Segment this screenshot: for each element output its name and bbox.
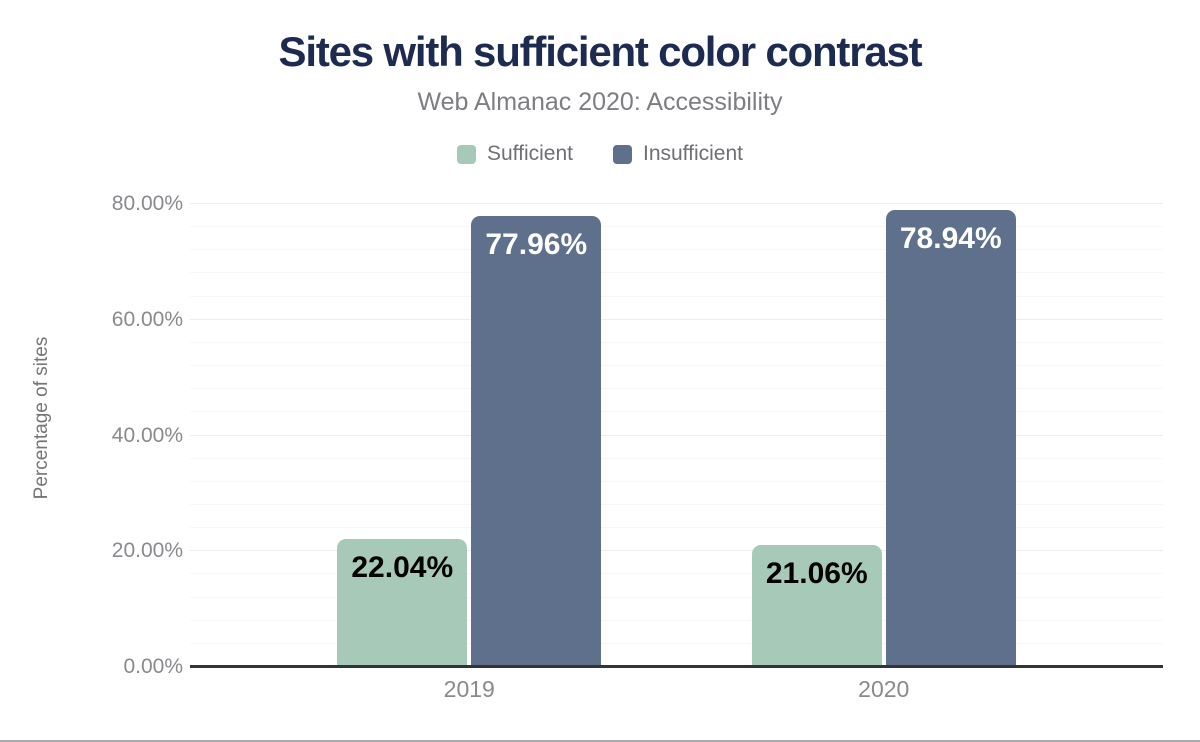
minor-gridline [190,642,1163,644]
plot-area: 22.04% 77.96% 21.06% 78.94% [190,203,1163,668]
minor-gridline [190,341,1163,343]
major-gridline [190,434,1163,436]
major-gridline [190,203,1163,204]
x-tick-label: 2020 [858,676,910,702]
y-tick-label: 80.00% [111,192,183,215]
chart-title: Sites with sufficient color contrast [278,28,923,75]
bar-group-2019: 22.04% 77.96% [262,204,677,667]
legend-swatch-insufficient [612,144,632,164]
bar-value-label: 22.04% [351,551,454,585]
major-gridline [190,318,1163,320]
y-tick-label: 20.00% [111,539,183,563]
bars-band: 22.04% 77.96% 21.06% 78.94% [262,204,1091,667]
legend-label-sufficient: Sufficient [486,142,573,165]
bar-sufficient-2020[interactable]: 21.06% [751,545,882,667]
y-tick-label: 40.00% [111,423,183,447]
chart-subtitle: Web Almanac 2020: Accessibility [417,88,783,116]
minor-gridline [190,573,1163,575]
legend-label-insufficient: Insufficient [642,142,743,165]
minor-gridline [190,249,1163,251]
minor-gridline [190,388,1163,390]
x-axis-labels: 2019 2020 [262,676,1091,703]
bar-value-label: 77.96% [485,227,588,261]
y-tick-label: 0.00% [123,655,183,678]
minor-gridline [190,226,1163,228]
y-axis-ticks: 0.00% 20.00% 40.00% 60.00% 80.00% [0,192,183,678]
minor-gridline [190,596,1163,598]
y-tick-label: 60.00% [111,307,183,331]
minor-gridline [190,480,1163,482]
legend: Sufficient Insufficient [0,142,1200,166]
bar-value-label: 78.94% [899,222,1002,256]
minor-gridline [190,411,1163,413]
bar-sufficient-2019[interactable]: 22.04% [337,539,468,667]
legend-swatch-sufficient [456,144,476,164]
legend-item-sufficient: Sufficient [456,142,573,166]
minor-gridline [190,365,1163,367]
bar-insufficient-2020[interactable]: 78.94% [885,210,1016,667]
minor-gridline [190,272,1163,274]
minor-gridline [190,295,1163,297]
x-tick-label: 2019 [443,676,495,702]
x-axis-line [190,665,1163,668]
minor-gridline [190,457,1163,459]
minor-gridline [190,527,1163,529]
major-gridline [190,550,1163,552]
bar-value-label: 21.06% [765,557,868,591]
legend-item-insufficient: Insufficient [612,142,743,166]
minor-gridline [190,503,1163,505]
bar-group-2020: 21.06% 78.94% [677,204,1092,667]
minor-gridline [190,619,1163,621]
bar-insufficient-2019[interactable]: 77.96% [471,215,602,667]
